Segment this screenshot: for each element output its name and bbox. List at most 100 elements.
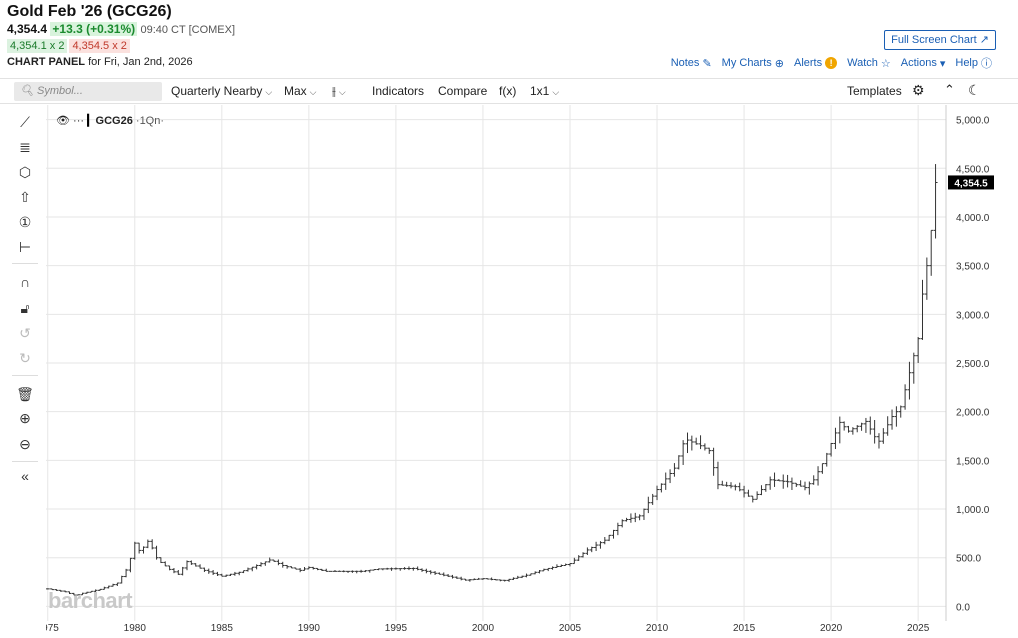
y-tick-label: 3,500.0 (956, 262, 990, 273)
x-tick-label: 1990 (298, 623, 321, 634)
watch-link[interactable]: Watch ☆ (847, 55, 891, 71)
my-charts-link[interactable]: My Charts ⊕ (722, 55, 784, 71)
arrow-tool-icon[interactable]: ⇧ (19, 189, 31, 205)
y-tick-label: 4,000.0 (956, 213, 990, 224)
collapse-toolbar-icon[interactable]: « (21, 468, 29, 484)
shape-tool-icon[interactable]: ⬡ (18, 164, 32, 180)
range-dropdown[interactable]: Max ⌵ (284, 84, 317, 98)
caret-down-icon: ▾ (939, 57, 946, 70)
chevron-down-icon: ⌵ (552, 87, 560, 97)
x-tick-label: 2005 (559, 623, 582, 634)
period-label: Quarterly Nearby (171, 84, 263, 98)
number-tool-icon[interactable]: ① (18, 214, 32, 230)
trash-icon[interactable]: 🗑︎ (16, 386, 34, 402)
symbol-placeholder: Symbol... (37, 85, 83, 97)
fibonacci-tool-icon[interactable]: ≣ (19, 139, 31, 155)
period-dropdown[interactable]: Quarterly Nearby ⌵ (171, 84, 272, 98)
last-price-tag (948, 175, 994, 190)
collapse-icon[interactable]: ⌃ (944, 82, 955, 97)
full-screen-chart-button[interactable]: Full Screen Chart ↗ (884, 30, 996, 50)
redo-icon[interactable]: ↻ (19, 350, 31, 366)
alerts-label: Alerts (794, 57, 823, 69)
alerts-link[interactable]: Alerts! (794, 55, 838, 71)
help-label: Help (955, 57, 978, 69)
barchart-logo: barchart (48, 588, 133, 613)
chart-legend: 👁︎ ··· ▎GCG26 ·1Qn· (56, 115, 165, 127)
y-tick-label: 1,000.0 (956, 505, 990, 516)
watch-label: Watch (847, 57, 878, 69)
x-tick-label: 2010 (646, 623, 669, 634)
tool-divider (12, 375, 38, 376)
bid-ask: 4,354.1 x 2 4,354.5 x 2 (7, 39, 130, 53)
help-link[interactable]: Help ⓘ (955, 55, 992, 71)
measure-tool-icon[interactable]: ⊢ (18, 239, 32, 255)
my-charts-label: My Charts (721, 57, 772, 69)
page-title: Gold Feb '26 (GCG26) (7, 3, 172, 20)
x-tick-label: 1980 (124, 623, 147, 634)
alert-icon: ! (825, 57, 838, 69)
notes-link[interactable]: Notes ✎ (671, 55, 712, 71)
price-chart[interactable]: 5,000.0 4,500.0 4,000.0 3,500.0 3,000.0 2,500… (46, 105, 1018, 635)
templates-button[interactable]: Templates (847, 84, 902, 98)
drawing-toolbar: ⟋ ≣ ⬡ ⇧ ① ⊢ ∩ 🔓︎ ↺ ↻ 🗑︎ ⊕ ⊖ « (0, 105, 46, 625)
settings-gear-icon[interactable]: ⚙ (912, 82, 925, 98)
actions-label: Actions (900, 57, 937, 69)
chevron-down-icon: ⌵ (265, 87, 273, 97)
chart-toolbar: 🔍︎ Symbol... Quarterly Nearby ⌵ Max ⌵ ⫲ ⌵ I… (0, 78, 1018, 104)
panel-label-text: CHART PANEL (7, 56, 86, 68)
eye-icon[interactable]: 👁︎ (56, 115, 70, 127)
layout-label: 1x1 (530, 84, 550, 98)
y-tick-label: 1,500.0 (956, 456, 990, 467)
panel-date: for Fri, Jan 2nd, 2026 (88, 56, 193, 68)
line-tool-icon[interactable]: ⟋ (20, 114, 30, 130)
dark-mode-icon[interactable]: ☾ (968, 82, 981, 98)
quote-line: 4,354.4 +13.3 (+0.31%) 09:40 CT [COMEX] (7, 22, 235, 36)
x-tick-label: 2020 (820, 623, 843, 634)
legend-period: ·1Qn· (135, 115, 165, 127)
plus-circle-icon: ⊕ (774, 57, 784, 70)
y-tick-label: 500.0 (956, 554, 981, 565)
lock-icon[interactable]: 🔓︎ (20, 300, 30, 316)
y-tick-label: 0.0 (956, 602, 970, 613)
y-tick-label: 4,500.0 (956, 164, 990, 175)
chevron-down-icon: ⌵ (309, 87, 317, 97)
zoom-in-icon[interactable]: ⊕ (19, 410, 31, 426)
last-price-label: 4,354.5 (954, 178, 988, 189)
magnet-icon[interactable]: ∩ (19, 274, 31, 290)
star-icon: ☆ (880, 57, 891, 70)
price-change: +13.3 (+0.31%) (50, 22, 138, 36)
symbol-search-input[interactable]: 🔍︎ Symbol... (14, 82, 162, 101)
bid-value: 4,354.1 x 2 (7, 39, 68, 53)
x-tick-label: 2000 (472, 623, 495, 634)
undo-icon[interactable]: ↺ (19, 325, 31, 341)
chart-panel-label: CHART PANEL for Fri, Jan 2nd, 2026 (7, 56, 193, 68)
tool-divider (12, 461, 38, 462)
x-tick-label: 1975 (46, 623, 59, 634)
legend-symbol: GCG26 (95, 115, 133, 127)
top-links: Notes ✎ My Charts ⊕ Alerts! Watch ☆ Actions… (671, 55, 992, 71)
chevron-down-icon: ⌵ (338, 87, 346, 97)
tool-divider (12, 263, 38, 264)
x-tick-label: 2025 (907, 623, 930, 634)
help-icon: ⓘ (981, 58, 992, 70)
zoom-out-icon[interactable]: ⊖ (19, 436, 31, 452)
bar-type-dropdown[interactable]: ⫲ ⌵ (332, 84, 346, 99)
y-tick-label: 2,500.0 (956, 359, 990, 370)
ohlc-bars-icon: ⫲ (332, 84, 336, 98)
indicators-button[interactable]: Indicators (372, 84, 425, 98)
compare-button[interactable]: Compare (438, 84, 488, 98)
actions-menu[interactable]: Actions ▾ (901, 55, 946, 71)
quote-time: 09:40 CT [COMEX] (140, 24, 236, 36)
function-button[interactable]: f(x) (499, 84, 517, 98)
last-price: 4,354.4 (7, 22, 48, 36)
y-tick-label: 3,000.0 (956, 310, 990, 321)
range-label: Max (284, 84, 307, 98)
ask-value: 4,354.5 x 2 (69, 39, 130, 53)
x-tick-label: 1995 (385, 623, 408, 634)
edit-icon: ✎ (702, 57, 712, 70)
search-icon: 🔍︎ (20, 85, 34, 97)
layout-dropdown[interactable]: 1x1 ⌵ (530, 84, 559, 98)
notes-label: Notes (670, 57, 700, 69)
more-icon[interactable]: ··· (73, 115, 88, 127)
